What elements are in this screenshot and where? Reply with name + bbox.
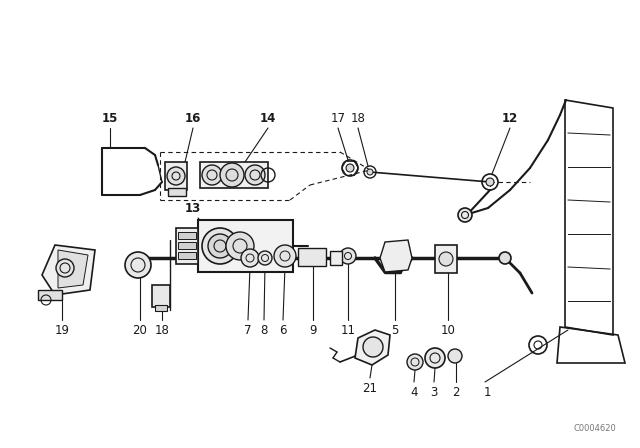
Circle shape xyxy=(439,252,453,266)
Bar xyxy=(330,251,342,265)
Bar xyxy=(198,220,293,272)
Circle shape xyxy=(220,163,244,187)
Bar xyxy=(38,290,62,300)
Bar xyxy=(178,232,196,239)
Circle shape xyxy=(458,208,472,222)
Text: 9: 9 xyxy=(309,323,317,336)
Bar xyxy=(155,305,167,311)
Bar xyxy=(178,252,196,259)
Circle shape xyxy=(167,167,185,185)
Text: 11: 11 xyxy=(340,323,355,336)
Text: 17: 17 xyxy=(330,112,346,125)
Circle shape xyxy=(226,232,254,260)
Text: 12: 12 xyxy=(502,112,518,125)
Text: 20: 20 xyxy=(132,323,147,336)
Text: C0004620: C0004620 xyxy=(573,423,616,432)
Bar xyxy=(435,245,457,273)
Circle shape xyxy=(499,252,511,264)
Text: 10: 10 xyxy=(440,323,456,336)
Polygon shape xyxy=(355,330,390,365)
Bar xyxy=(298,248,326,266)
Bar xyxy=(176,228,198,264)
Circle shape xyxy=(208,234,232,258)
Text: 16: 16 xyxy=(185,112,201,125)
Circle shape xyxy=(346,164,354,172)
Text: 3: 3 xyxy=(430,385,438,399)
Circle shape xyxy=(448,349,462,363)
Circle shape xyxy=(241,249,259,267)
Circle shape xyxy=(258,251,272,265)
Text: 6: 6 xyxy=(279,323,287,336)
Text: 1: 1 xyxy=(483,385,491,399)
Text: 18: 18 xyxy=(155,323,170,336)
Circle shape xyxy=(274,245,296,267)
Polygon shape xyxy=(58,250,88,288)
Bar xyxy=(168,188,186,196)
Circle shape xyxy=(425,348,445,368)
Circle shape xyxy=(363,337,383,357)
Bar xyxy=(178,242,196,249)
Bar xyxy=(152,285,170,307)
Text: 14: 14 xyxy=(260,112,276,125)
Circle shape xyxy=(125,252,151,278)
Text: 19: 19 xyxy=(54,323,70,336)
Bar xyxy=(200,162,268,188)
Circle shape xyxy=(56,259,74,277)
Circle shape xyxy=(245,165,265,185)
Circle shape xyxy=(202,228,238,264)
Polygon shape xyxy=(380,240,412,272)
Text: 7: 7 xyxy=(244,323,252,336)
Text: 2: 2 xyxy=(452,385,460,399)
Text: 4: 4 xyxy=(410,385,418,399)
Text: 8: 8 xyxy=(260,323,268,336)
Circle shape xyxy=(486,178,494,186)
Text: 15: 15 xyxy=(102,112,118,125)
Bar xyxy=(165,162,187,190)
Circle shape xyxy=(407,354,423,370)
Text: 13: 13 xyxy=(185,202,201,215)
Polygon shape xyxy=(42,245,95,295)
Circle shape xyxy=(367,169,373,175)
Text: 18: 18 xyxy=(351,112,365,125)
Text: 21: 21 xyxy=(362,382,378,395)
Text: 5: 5 xyxy=(391,323,399,336)
Circle shape xyxy=(202,165,222,185)
Circle shape xyxy=(340,248,356,264)
